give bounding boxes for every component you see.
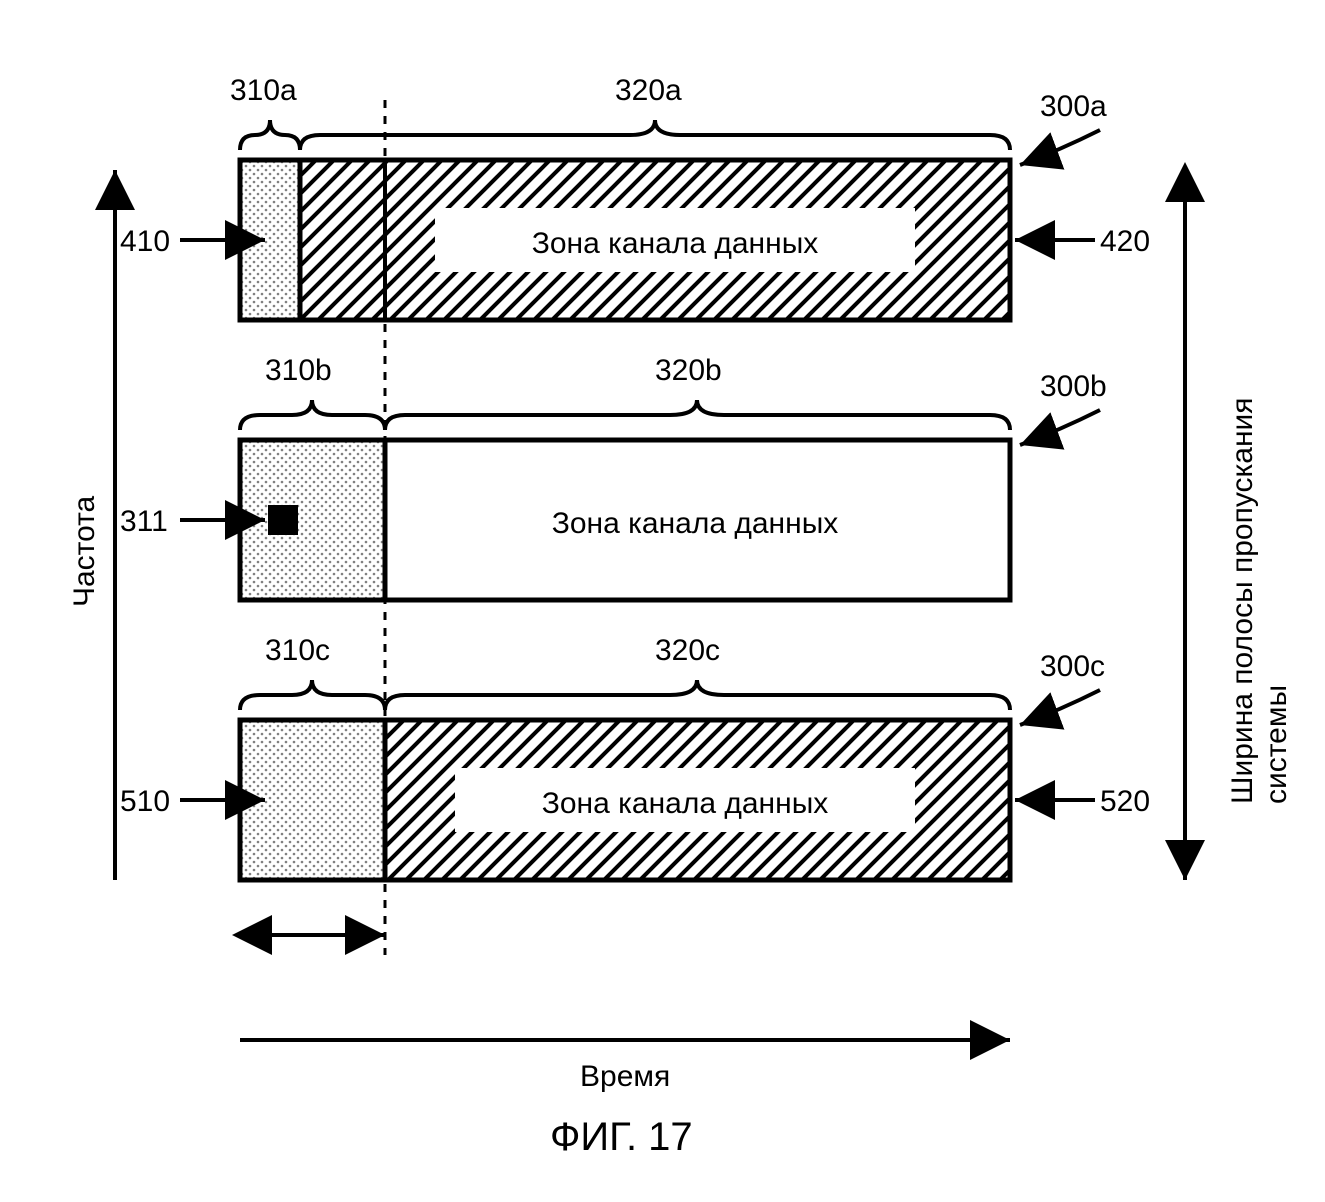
row-a: Зона канала данных [180, 120, 1100, 320]
row-b: Зона канала данных [180, 400, 1100, 600]
row-c: Зона канала данных [180, 680, 1100, 880]
label-320c: 320c [655, 634, 720, 668]
brace-320c [385, 680, 1010, 710]
figure-caption: ФИГ. 17 [550, 1115, 693, 1160]
label-520: 520 [1100, 785, 1150, 819]
brace-310c [240, 680, 385, 710]
pointer-300a [1020, 130, 1100, 165]
label-510: 510 [120, 785, 170, 819]
label-420: 420 [1100, 225, 1150, 259]
label-320b: 320b [655, 354, 722, 388]
label-300c: 300c [1040, 650, 1105, 684]
label-320a: 320a [615, 74, 682, 108]
label-310b: 310b [265, 354, 332, 388]
data-zone-b-text: Зона канала данных [552, 507, 839, 540]
pointer-300b [1020, 410, 1100, 445]
brace-310a [240, 120, 300, 150]
pointer-300c [1020, 690, 1100, 725]
brace-320a [300, 120, 1010, 150]
label-311: 311 [120, 505, 168, 539]
y-axis-right-label: Ширина полосы пропускания системы [1226, 284, 1294, 804]
region-311 [268, 505, 298, 535]
data-zone-a-text: Зона канала данных [532, 227, 819, 260]
diagram-svg: Зона канала данных Зона канала данных Зо… [40, 40, 1285, 1162]
label-310a: 310a [230, 74, 297, 108]
y-axis-left-label: Частота [68, 447, 102, 607]
label-300a: 300a [1040, 90, 1107, 124]
label-410: 410 [120, 225, 170, 259]
x-axis-label: Время [580, 1060, 670, 1094]
label-310c: 310c [265, 634, 330, 668]
data-zone-c-text: Зона канала данных [542, 787, 829, 820]
brace-320b [385, 400, 1010, 430]
brace-310b [240, 400, 385, 430]
label-300b: 300b [1040, 370, 1107, 404]
figure-container: Зона канала данных Зона канала данных Зо… [40, 40, 1285, 1162]
